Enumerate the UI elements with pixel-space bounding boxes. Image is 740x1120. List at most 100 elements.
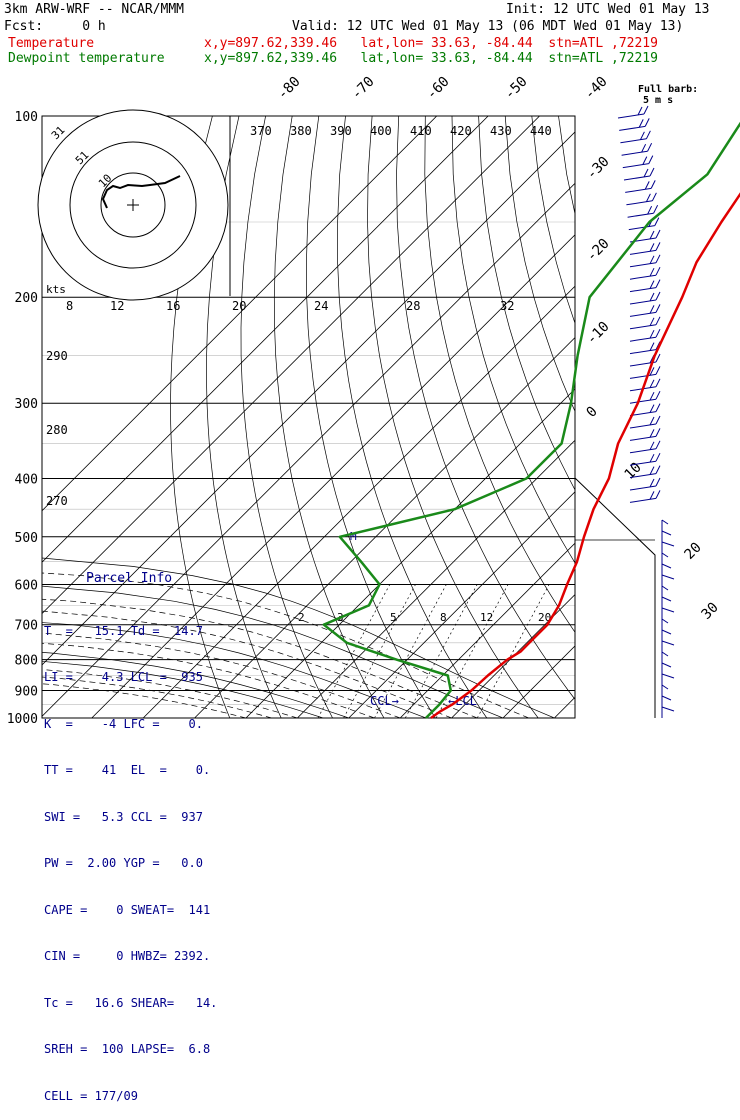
mixing-ratio-label: 2 [298, 611, 305, 624]
wind-barb-flag [650, 243, 654, 251]
wind-barb [662, 674, 674, 678]
isotherm-line [297, 116, 740, 718]
wind-barb [622, 151, 648, 155]
dry-adiabat-line [425, 116, 652, 731]
pressure-label: 900 [15, 684, 38, 699]
wind-barb-flag [650, 405, 654, 413]
parcel-row: Tc = 16.6 SHEAR= 14. [44, 996, 230, 1012]
dry-adiabat-line [368, 116, 548, 731]
parcel-row: T = 15.1 Td = 14.7 [44, 624, 230, 640]
wind-barb [662, 542, 674, 546]
wind-barb-flag [650, 380, 654, 388]
parcel-row: CELL = 177/09 [44, 1089, 230, 1105]
theta-label: 420 [450, 124, 472, 138]
wind-barb-flag [650, 318, 654, 326]
wind-barb [630, 486, 656, 490]
theta-label: 370 [250, 124, 272, 138]
wind-barb [623, 164, 649, 168]
wind-barb-flag [639, 119, 643, 127]
wind-barb [629, 226, 655, 230]
wind-barb-flag [656, 478, 660, 486]
pressure-label: 600 [15, 578, 38, 593]
parcel-info-panel: Parcel Info T = 15.1 Td = 14.7 LI = 4.3 … [44, 540, 230, 1120]
wind-barb [662, 696, 671, 700]
wind-barb [630, 300, 656, 304]
full-barb-unit: 5 m s [643, 95, 673, 106]
wind-barb-flag [656, 428, 660, 436]
isotherm-line [143, 116, 740, 718]
wind-barb [662, 652, 668, 656]
wind-barb [619, 126, 645, 130]
isotherm-label: -60 [424, 74, 453, 103]
parcel-info-title: Parcel Info [44, 571, 230, 587]
isotherm-label: -80 [275, 74, 304, 103]
mixing-ratio-label: 12 [110, 299, 124, 313]
wind-barb-flag [650, 467, 654, 475]
mixing-ratio-label: 16 [166, 299, 180, 313]
kts-label: kts [46, 283, 66, 296]
pressure-label: 400 [15, 472, 38, 487]
isotherm-label: -50 [502, 74, 531, 103]
wind-barb-flag [650, 442, 654, 450]
wind-barb-flag [651, 180, 655, 188]
wind-barb [630, 374, 656, 378]
parcel-row: K = -4 LFC = 0. [44, 717, 230, 733]
wind-barbs [618, 106, 674, 718]
dry-adiabat-line [718, 116, 740, 731]
wind-barb [630, 498, 656, 502]
wind-barb [662, 685, 668, 689]
isotherm-label: 0 [584, 404, 601, 421]
parcel-row: CIN = 0 HWBZ= 2392. [44, 949, 230, 965]
wind-barb-flag [650, 491, 654, 499]
wind-barb-flag [648, 143, 652, 151]
dry-adiabat-line [559, 116, 740, 731]
dry-adiabat-line [338, 116, 496, 731]
wind-barb-flag [649, 156, 653, 164]
wind-barb-flag [650, 281, 654, 289]
mixing-ratio-label: 28 [406, 299, 420, 313]
wind-barb-flag [655, 218, 659, 226]
wind-barb [630, 449, 656, 453]
pressure-label: 100 [15, 110, 38, 125]
dry-adiabat-line [306, 116, 443, 731]
isotherm-label: 30 [699, 600, 722, 623]
wind-barb-flag [650, 293, 654, 301]
wind-barb-flag [656, 242, 660, 250]
dry-adiabat-line [612, 116, 740, 731]
isotherm-label: -70 [349, 74, 378, 103]
wind-barb-flag [650, 454, 654, 462]
wind-barb [662, 608, 674, 612]
wind-barb-flag [650, 268, 654, 276]
wind-barb [662, 553, 668, 557]
wind-barb-flag [656, 453, 660, 461]
dry-adiabat-line [692, 116, 740, 731]
wind-barb-flag [656, 366, 660, 374]
theta-label: 270 [46, 494, 68, 508]
wind-barb-flag [650, 479, 654, 487]
wind-barb-flag [646, 194, 650, 202]
parcel-row: TT = 41 EL = 0. [44, 763, 230, 779]
isotherm-line [503, 116, 740, 718]
wind-barb-flag [656, 416, 660, 424]
full-barb-label: Full barb: [638, 84, 698, 95]
isotherm-label: -30 [584, 154, 613, 183]
mixing-ratio-label: 24 [314, 299, 328, 313]
wind-barb [662, 641, 674, 645]
wind-barb [630, 263, 656, 267]
wind-barb-flag [656, 466, 660, 474]
wind-barb-flag [656, 317, 660, 325]
wind-barb-flag [656, 404, 660, 412]
wind-barb-flag [654, 205, 658, 213]
wind-barb [618, 114, 644, 118]
wind-barb-flag [646, 131, 650, 139]
wind-barb-flag [656, 329, 660, 337]
dry-adiabat-line [479, 116, 740, 731]
wind-barb-flag [650, 343, 654, 351]
pressure-label: 200 [15, 291, 38, 306]
wind-barb-flag [644, 106, 648, 114]
wind-barb-flag [650, 392, 654, 400]
wind-barb [630, 350, 656, 354]
wind-barb [662, 531, 671, 535]
mixing-ratio-label: 20 [232, 299, 246, 313]
mixing-ratio-label: 5 [390, 611, 397, 624]
